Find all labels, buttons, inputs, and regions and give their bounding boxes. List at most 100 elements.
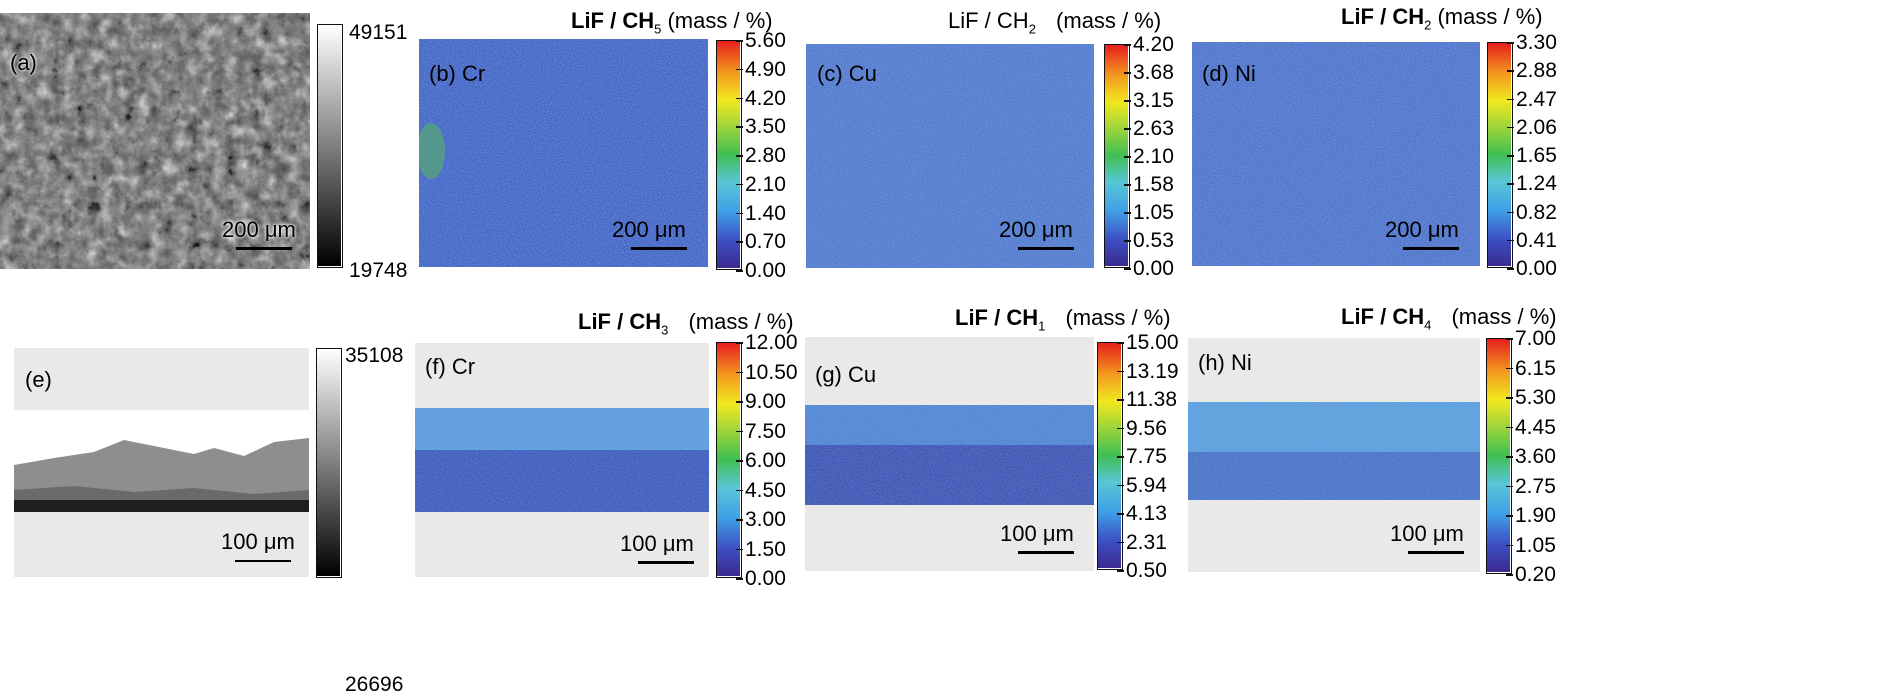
- panel-d-title-unit: (mass / %): [1437, 4, 1543, 29]
- colorbar-tick-label: 2.63: [1133, 117, 1174, 140]
- colorbar-tick-mark: [1507, 268, 1514, 270]
- panel-h-scale-text: 100 μm: [1390, 521, 1464, 546]
- colorbar-tick-label: 2.10: [745, 172, 786, 196]
- colorbar-tick-label: 7.75: [1126, 445, 1167, 468]
- colorbar-tick-mark: [736, 183, 743, 186]
- colorbar-tick-mark: [1117, 370, 1124, 372]
- colorbar-tick-label: 7.00: [1515, 327, 1556, 350]
- colorbar-tick-mark: [736, 97, 743, 99]
- colorbar-tick-label: 0.00: [1133, 257, 1174, 280]
- panel-a-colorbar: [317, 24, 343, 268]
- panel-c-title: LiF / CH2 (mass / %): [948, 8, 1161, 36]
- panel-h-label: (h) Ni: [1198, 350, 1252, 375]
- colorbar-tick-mark: [1124, 268, 1131, 270]
- panel-h-title-main: LiF / CH: [1341, 304, 1425, 329]
- colorbar-tick-label: 2.10: [1133, 145, 1174, 168]
- colorbar-tick-mark: [736, 270, 743, 272]
- panel-e-colorbar: [316, 348, 342, 578]
- panel-e-scale-bar: [235, 560, 291, 562]
- colorbar-tick-label: 5.30: [1515, 386, 1556, 409]
- colorbar-tick-mark: [1117, 456, 1124, 458]
- panel-c-noise: [806, 44, 1094, 268]
- panel-e-scale-text: 100 μm: [221, 529, 295, 554]
- colorbar-tick-mark: [1507, 70, 1514, 72]
- colorbar-tick-label: 0.53: [1133, 229, 1174, 252]
- colorbar-tick-label: 12.00: [745, 331, 798, 354]
- colorbar-tick-mark: [1117, 570, 1124, 572]
- panel-g-scale-text: 100 μm: [1000, 521, 1074, 546]
- panel-a-cbar-min: 19748: [349, 259, 408, 282]
- colorbar-tick-label: 3.15: [1133, 89, 1174, 112]
- colorbar-tick-label: 1.24: [1516, 172, 1557, 196]
- colorbar-tick-mark: [1507, 42, 1514, 44]
- colorbar-tick-label: 0.00: [1516, 257, 1557, 280]
- panel-d-scale-bar: [1403, 247, 1459, 250]
- colorbar-tick-label: 13.19: [1126, 359, 1179, 383]
- colorbar-tick-label: 4.13: [1126, 502, 1167, 525]
- panel-f-scale-bar: [638, 561, 694, 564]
- colorbar-tick-mark: [1124, 212, 1131, 214]
- colorbar-tick-label: 15.00: [1126, 331, 1179, 354]
- colorbar-tick-label: 0.00: [745, 567, 786, 590]
- panel-g-title-unit: (mass / %): [1065, 305, 1171, 330]
- panel-d-title-main: LiF / CH: [1341, 4, 1425, 29]
- colorbar-tick-mark: [736, 371, 743, 373]
- colorbar-tick-label: 4.20: [1133, 33, 1174, 56]
- panel-d-title-sub: 2: [1424, 17, 1432, 33]
- panel-a-scale-bar: [236, 247, 292, 250]
- panel-c-scale-bar: [1018, 247, 1074, 250]
- panel-a-sem-image: [0, 13, 310, 269]
- panel-b-title-sub: 5: [654, 21, 662, 37]
- colorbar-tick-label: 3.50: [745, 115, 786, 139]
- colorbar-tick-label: 10.50: [745, 360, 798, 384]
- colorbar-tick-mark: [1124, 156, 1131, 158]
- colorbar-tick-mark: [736, 126, 743, 128]
- colorbar-tick-label: 1.40: [745, 201, 786, 225]
- panel-a-cbar-max: 49151: [349, 21, 408, 44]
- colorbar-tick-label: 1.90: [1515, 504, 1556, 527]
- colorbar-tick-label: 0.20: [1515, 563, 1556, 586]
- colorbar-tick-mark: [1117, 342, 1124, 344]
- colorbar-tick-label: 1.58: [1133, 173, 1174, 196]
- panel-f-label: (f) Cr: [425, 354, 476, 379]
- colorbar-tick-mark: [1124, 128, 1131, 130]
- colorbar-tick-mark: [736, 489, 743, 491]
- panel-a-scale-text: 200 μm: [222, 217, 296, 242]
- colorbar-tick-mark: [1507, 239, 1514, 242]
- panel-b-noise: [419, 39, 708, 267]
- panel-b-title: LiF / CH5 (mass / %): [571, 8, 773, 36]
- colorbar-tick-label: 1.05: [1515, 533, 1556, 557]
- colorbar-tick-mark: [1506, 426, 1513, 428]
- panel-e-label: (e): [25, 367, 52, 392]
- panel-f-title: LiF / CH3 (mass / %): [578, 309, 794, 337]
- panel-f-scale-text: 100 μm: [620, 531, 694, 556]
- panel-e-section: [14, 410, 309, 512]
- colorbar-tick-label: 2.31: [1126, 530, 1167, 554]
- colorbar-tick-label: 5.60: [745, 29, 786, 52]
- colorbar-tick-label: 0.41: [1516, 228, 1557, 252]
- panel-h-title: LiF / CH4 (mass / %): [1341, 304, 1557, 332]
- colorbar-tick-label: 6.00: [745, 449, 786, 472]
- panel-g-map: [805, 405, 1094, 505]
- colorbar-tick-label: 0.82: [1516, 200, 1557, 224]
- panel-g-noise: [805, 405, 1094, 505]
- panel-g-title: LiF / CH1 (mass / %): [955, 305, 1171, 333]
- colorbar-tick-label: 11.38: [1126, 388, 1177, 411]
- panel-c-title-unit: (mass / %): [1056, 8, 1162, 33]
- panel-f-title-main: LiF / CH: [578, 309, 662, 334]
- colorbar-tick-mark: [1506, 485, 1513, 487]
- colorbar-tick-label: 9.56: [1126, 416, 1167, 440]
- colorbar-tick-mark: [1117, 513, 1124, 515]
- panel-f-map: [415, 408, 709, 512]
- panel-f-noise: [415, 408, 709, 512]
- colorbar-tick-mark: [736, 155, 743, 157]
- colorbar-tick-label: 6.15: [1515, 356, 1556, 380]
- colorbar-tick-mark: [1507, 211, 1514, 213]
- panel-b-title-main: LiF / CH: [571, 8, 655, 33]
- panel-b-label: (b) Cr: [429, 61, 486, 86]
- colorbar-tick-mark: [1507, 183, 1514, 185]
- panel-d-map: [1192, 42, 1480, 266]
- colorbar-tick-mark: [1124, 72, 1131, 74]
- colorbar-tick-mark: [1124, 240, 1131, 242]
- colorbar-tick-label: 0.50: [1126, 559, 1167, 582]
